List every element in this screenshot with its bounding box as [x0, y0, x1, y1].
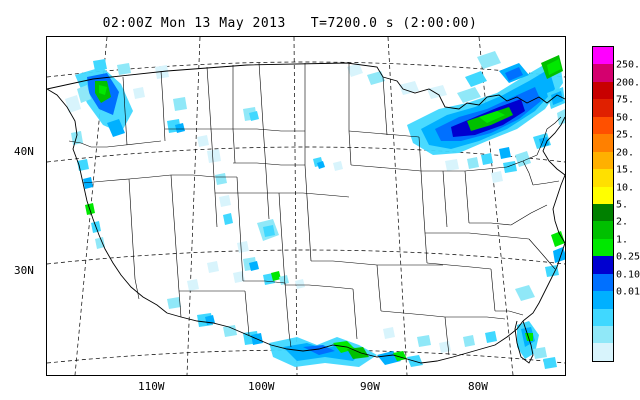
colorbar-segment: [593, 151, 613, 170]
ytick-label-30n: 30N: [14, 264, 34, 277]
colorbar-segment: [593, 291, 613, 309]
xtick-label-100w: 100W: [248, 380, 275, 393]
precip-field: [65, 51, 565, 369]
colorbar-segment: [593, 238, 613, 257]
colorbar-segment: [593, 326, 613, 344]
xtick-label-80w: 80W: [468, 380, 488, 393]
ytick-label-40n: 40N: [14, 145, 34, 158]
colorbar-segment: [593, 186, 613, 204]
coastline: [47, 62, 565, 364]
colorbar-segment: [593, 256, 613, 274]
colorbar-tick-label: 10.: [616, 182, 635, 194]
colorbar-tick-label: 0.01: [616, 286, 640, 298]
map-panel: [46, 36, 566, 376]
colorbar-segment: [593, 64, 613, 82]
colorbar-segment: [593, 47, 613, 65]
colorbar-segment: [593, 308, 613, 326]
colorbar-tick-label: 0.10: [616, 269, 640, 281]
colorbar-tick-label: 0.25: [616, 251, 640, 263]
colorbar-tick-label: 15.: [616, 164, 635, 176]
colorbar-segment: [593, 116, 613, 135]
colorbar-tick-label: 50.: [616, 112, 635, 124]
xtick-label-90w: 90W: [360, 380, 380, 393]
colorbar-segment: [593, 343, 613, 361]
chart-title: 02:00Z Mon 13 May 2013 T=7200.0 s (2:00:…: [102, 16, 478, 31]
colorbar-segment: [593, 99, 613, 117]
colorbar-tick-label: 1.: [616, 234, 629, 246]
colorbar-segment: [593, 81, 613, 100]
colorbar-segment: [593, 203, 613, 222]
colorbar-segment: [593, 221, 613, 239]
colorbar-tick-label: 250.: [616, 59, 640, 71]
xtick-label-110w: 110W: [138, 380, 165, 393]
colorbar-segment: [593, 169, 613, 187]
colorbar: [592, 46, 614, 362]
colorbar-tick-label: 200.: [616, 77, 640, 89]
colorbar-tick-label: 2.: [616, 216, 629, 228]
colorbar-tick-label: 75.: [616, 94, 635, 106]
colorbar-tick-label: 20.: [616, 147, 635, 159]
colorbar-tick-label: 5.: [616, 199, 629, 211]
state-boundaries: [68, 62, 562, 356]
colorbar-tick-label: 25.: [616, 129, 635, 141]
map-svg: [47, 37, 565, 375]
colorbar-segment: [593, 134, 613, 152]
colorbar-segment: [593, 273, 613, 292]
